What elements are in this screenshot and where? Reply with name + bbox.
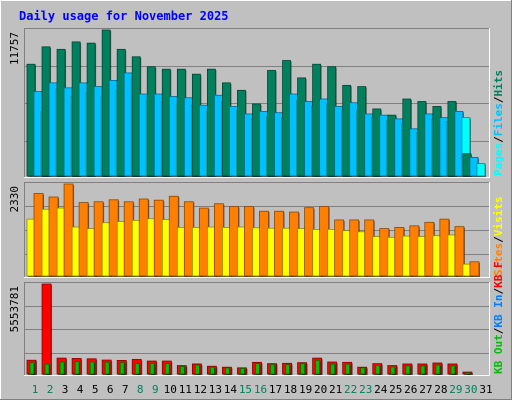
x-tick-label-day-4: 4 [77, 383, 84, 396]
bar-sites-day-29 [454, 226, 465, 277]
bar-kb-out-day-26 [405, 365, 411, 375]
legend-hits-files-pages: Pages/Files/Hits [492, 70, 505, 176]
bar-kb-out-day-30 [465, 372, 471, 375]
y-axis-max-label: 5553781 [8, 286, 21, 332]
bar-kb-out-day-14 [225, 367, 230, 375]
bar-kb-out-day-21 [330, 363, 336, 375]
bar-kb-out-day-5 [89, 361, 95, 375]
bar-sites-day-30 [469, 261, 480, 277]
bar-kb-out-day-24 [375, 364, 381, 375]
x-tick-label-day-12: 12 [194, 383, 207, 396]
legend-entry-sites: Sites [492, 243, 505, 276]
x-tick-label-day-27: 27 [419, 383, 432, 396]
x-tick-label-day-26: 26 [404, 383, 417, 396]
x-tick-label-day-23: 23 [359, 383, 372, 396]
y-axis-max-label: 2330 [8, 186, 21, 213]
x-tick-label-day-18: 18 [284, 383, 297, 396]
legend-separator: / [492, 136, 505, 143]
bar-kb-out-day-27 [420, 365, 426, 375]
bar-kb-f-day-2 [41, 283, 52, 375]
panel-visits-sites: 2330 Sites/Visits [8, 182, 505, 278]
legend-entry-files: Files [492, 103, 505, 136]
x-tick-label-day-6: 6 [107, 383, 114, 396]
x-tick-label-day-17: 17 [269, 383, 282, 396]
bar-kb-out-day-10 [164, 363, 170, 375]
legend-separator: / [492, 96, 505, 103]
bar-kb-out-day-4 [74, 361, 80, 375]
x-tick-label-day-8: 8 [137, 383, 144, 396]
bar-kb-out-day-18 [285, 364, 290, 375]
x-tick-label-day-22: 22 [344, 383, 357, 396]
x-tick-label-day-28: 28 [434, 383, 447, 396]
legend-entry-pages: Pages [492, 143, 505, 176]
bar-kb-out-day-22 [345, 363, 351, 375]
legend-separator: / [492, 288, 505, 295]
chart-panels: 11757Pages/Files/Hits2330Sites/Visits555… [8, 28, 505, 376]
legend-entry-kb-in: KB In [492, 295, 505, 328]
bar-kb-out-day-12 [194, 364, 200, 375]
x-tick-label-day-25: 25 [389, 383, 402, 396]
bar-kb-out-day-2 [44, 363, 50, 375]
bar-kb-out-day-9 [149, 362, 155, 375]
bar-kb-out-day-15 [240, 368, 245, 375]
x-tick-label-day-1: 1 [32, 383, 39, 396]
legend-separator: / [492, 327, 505, 334]
bar-kb-out-day-25 [390, 366, 396, 375]
x-tick-label-day-15: 15 [239, 383, 252, 396]
bar-kb-out-day-29 [450, 365, 456, 375]
bar-kb-out-day-20 [315, 359, 321, 375]
x-tick-label-day-2: 2 [47, 383, 54, 396]
x-tick-label-day-29: 29 [449, 383, 462, 396]
bar-kb-out-day-7 [119, 362, 125, 375]
bar-kb-out-day-8 [134, 363, 140, 375]
bar-kb-out-day-11 [179, 366, 185, 375]
chart-title: Daily usage for November 2025 [19, 9, 229, 23]
y-axis-max-label: 11757 [8, 32, 21, 65]
bar-kb-out-day-13 [209, 366, 215, 375]
x-tick-label-day-30: 30 [464, 383, 477, 396]
x-axis-labels: 1 2 3 4 5 6 7 8 9 10 11 12 13 14 15 16 17 18 19 20 21 22 23 24 2… [32, 383, 493, 396]
x-tick-label-day-20: 20 [314, 383, 327, 396]
x-tick-label-day-9: 9 [152, 383, 159, 396]
x-tick-label-day-10: 10 [164, 383, 177, 396]
bar-kb-out-day-6 [104, 361, 110, 375]
bar-kb-out-day-16 [255, 363, 260, 375]
bar-kb-out-day-19 [300, 363, 305, 375]
x-tick-label-day-7: 7 [122, 383, 129, 396]
bar-kb-out-day-3 [59, 361, 65, 375]
bar-kb-out-day-23 [360, 367, 366, 375]
legend-entry-hits: Hits [492, 70, 505, 97]
x-tick-label-day-14: 14 [224, 383, 238, 396]
x-tick-label-day-5: 5 [92, 383, 99, 396]
legend-separator: / [492, 236, 505, 243]
x-tick-label-day-16: 16 [254, 383, 267, 396]
legend-entry-kb-out: KB Out [492, 334, 505, 374]
bar-kb-out-day-28 [435, 364, 441, 375]
x-tick-label-day-13: 13 [209, 383, 222, 396]
x-tick-label-day-31: 31 [479, 383, 492, 396]
bar-kb-out-day-17 [270, 364, 275, 375]
x-tick-label-day-11: 11 [179, 383, 192, 396]
x-tick-label-day-3: 3 [62, 383, 69, 396]
legend-entry-visits: Visits [492, 197, 505, 237]
bar-kb-out-day-1 [29, 362, 35, 375]
x-tick-label-day-24: 24 [374, 383, 388, 396]
x-tick-label-day-21: 21 [329, 383, 342, 396]
x-tick-label-day-19: 19 [299, 383, 312, 396]
legend-kb: KB Out/KB In/KB F [492, 261, 505, 374]
legend-visits-sites: Sites/Visits [492, 197, 505, 277]
bar-pages-day-30 [476, 163, 486, 177]
legend-entry-kb-f: KB F [492, 261, 505, 288]
